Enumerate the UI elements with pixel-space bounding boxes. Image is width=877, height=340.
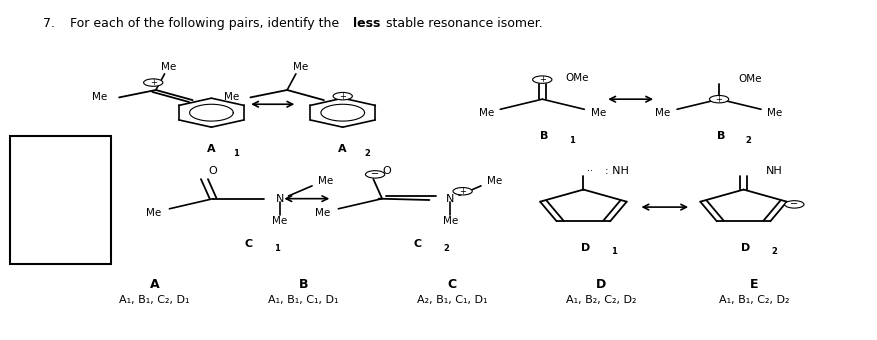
Text: Me: Me <box>92 92 107 102</box>
Text: 1: 1 <box>610 247 617 256</box>
Text: −: − <box>371 169 379 180</box>
Text: Me: Me <box>146 208 161 218</box>
Text: For each of the following pairs, identify the: For each of the following pairs, identif… <box>69 17 342 30</box>
Text: Me: Me <box>317 176 332 186</box>
Text: 2: 2 <box>745 136 751 145</box>
Text: ..: .. <box>587 163 593 173</box>
Text: A₁, B₁, C₂, D₁: A₁, B₁, C₂, D₁ <box>119 295 189 305</box>
Text: A: A <box>207 144 216 154</box>
Text: C: C <box>447 278 456 291</box>
Text: Me: Me <box>315 208 330 218</box>
Text: +: + <box>459 187 466 196</box>
Text: Me: Me <box>442 216 458 225</box>
Circle shape <box>365 171 384 178</box>
Circle shape <box>784 201 803 208</box>
Circle shape <box>453 188 472 195</box>
Text: B: B <box>539 131 547 141</box>
Text: OMe: OMe <box>565 73 588 83</box>
Text: +: + <box>339 92 346 101</box>
Text: A₁, B₂, C₂, D₂: A₁, B₂, C₂, D₂ <box>565 295 636 305</box>
Text: O: O <box>209 166 217 176</box>
Text: E: E <box>749 278 758 291</box>
Text: D: D <box>740 242 749 253</box>
Text: 2: 2 <box>771 247 776 256</box>
Text: : NH: : NH <box>604 166 628 176</box>
Text: −: − <box>789 199 797 209</box>
Bar <box>11 136 111 265</box>
Text: A: A <box>150 278 160 291</box>
Circle shape <box>709 96 728 103</box>
Text: Me: Me <box>272 216 287 225</box>
Text: Me: Me <box>590 108 605 118</box>
Text: A₂, B₁, C₁, D₁: A₂, B₁, C₁, D₁ <box>417 295 487 305</box>
Text: B: B <box>298 278 308 291</box>
Text: C: C <box>244 239 252 249</box>
Text: A: A <box>338 144 346 154</box>
Text: A₁, B₁, C₁, D₁: A₁, B₁, C₁, D₁ <box>267 295 339 305</box>
Text: C: C <box>412 239 421 249</box>
Circle shape <box>144 79 162 86</box>
Text: Me: Me <box>486 176 501 186</box>
Text: N: N <box>446 194 454 204</box>
Text: +: + <box>715 95 722 104</box>
Text: Me: Me <box>292 62 308 72</box>
Text: +: + <box>150 78 156 87</box>
Text: Me: Me <box>161 62 176 72</box>
Text: 1: 1 <box>233 149 239 158</box>
Text: stable resonance isomer.: stable resonance isomer. <box>381 17 542 30</box>
Text: +: + <box>538 75 545 84</box>
Circle shape <box>532 76 552 83</box>
Text: O: O <box>381 166 390 176</box>
Circle shape <box>332 92 352 100</box>
Text: 7.: 7. <box>43 17 55 30</box>
Text: 2: 2 <box>443 244 449 253</box>
Text: Me: Me <box>655 108 670 118</box>
Text: OMe: OMe <box>737 74 760 84</box>
Text: B: B <box>716 131 724 141</box>
Text: 2: 2 <box>364 149 370 158</box>
Text: Me: Me <box>766 108 781 118</box>
Text: NH: NH <box>765 166 781 176</box>
Text: 1: 1 <box>275 244 280 253</box>
Text: N: N <box>275 194 283 204</box>
Text: Me: Me <box>478 108 494 118</box>
Text: Me: Me <box>224 92 239 102</box>
Text: D: D <box>595 278 605 291</box>
Text: 1: 1 <box>568 136 574 145</box>
Text: less: less <box>353 17 380 30</box>
Text: A₁, B₁, C₂, D₂: A₁, B₁, C₂, D₂ <box>718 295 788 305</box>
Text: D: D <box>580 242 589 253</box>
